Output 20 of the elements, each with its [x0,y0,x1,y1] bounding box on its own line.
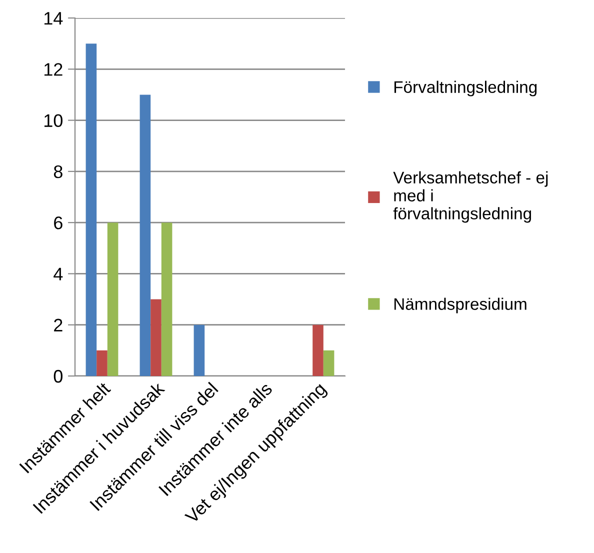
y-tick-label: 8 [54,165,62,178]
bar [140,94,151,376]
y-tick-label: 4 [54,268,63,280]
bar [107,222,118,376]
legend-label: Verksamhetschef - ej med i förvaltningsledning [393,171,548,223]
bar [150,299,162,376]
bar [194,324,205,376]
y-tick-label: 10 [44,114,62,128]
bar [161,222,172,376]
legend-label: Förvaltningsledning [394,80,537,96]
y-tick-label: 0 [54,370,62,383]
y-tick-label: 12 [44,63,62,76]
bar [312,324,324,376]
bar [323,350,334,376]
legend-label: Nämndspresidium [394,298,526,314]
bar [86,44,97,376]
y-tick-label: 2 [54,318,62,332]
y-tick-label: 6 [54,216,62,230]
bar [96,350,108,376]
y-tick-label: 14 [44,12,63,25]
